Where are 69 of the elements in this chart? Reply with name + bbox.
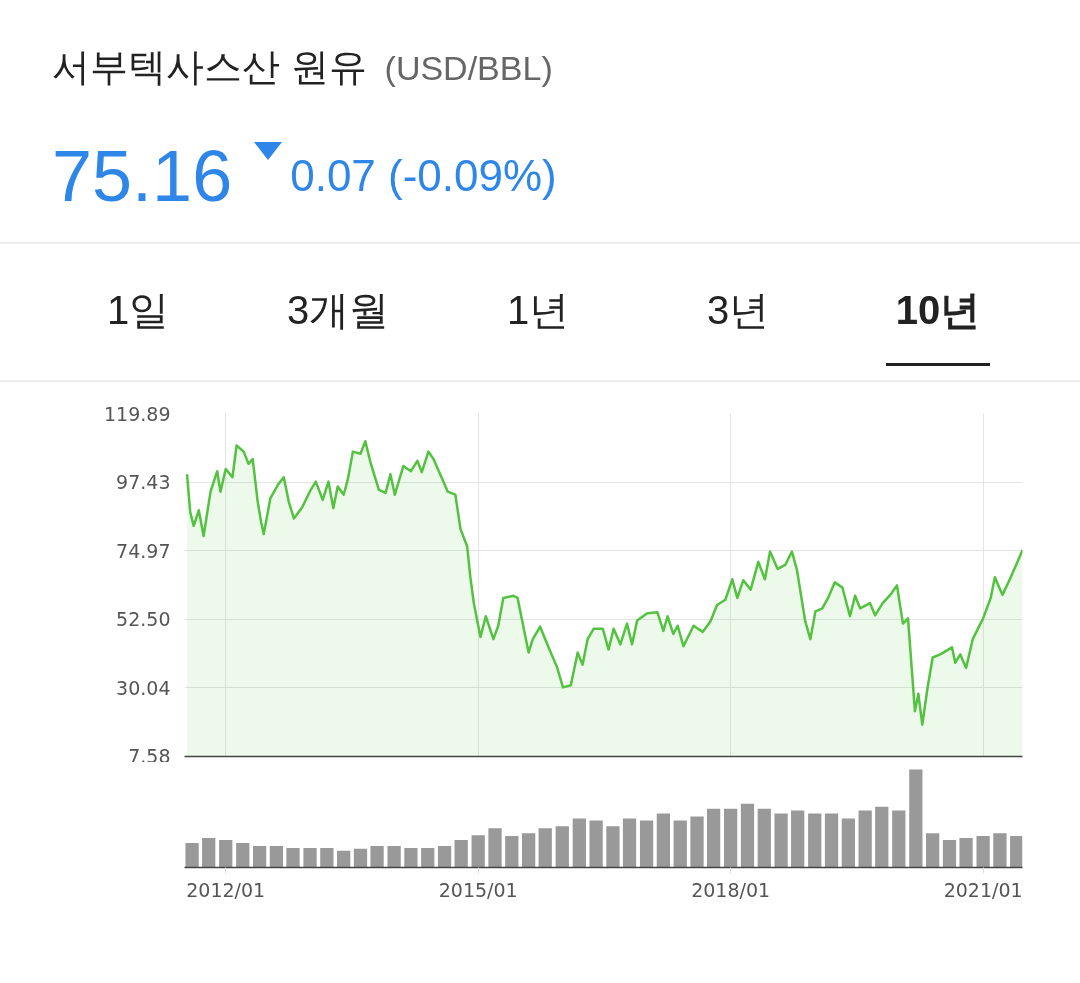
- bar: [353, 848, 368, 868]
- bar: [320, 847, 334, 868]
- text: 3년: [705, 286, 771, 334]
- text: 10년: [885, 257, 991, 367]
- bar: [404, 847, 418, 868]
- bar: [706, 808, 721, 868]
- bar: [639, 820, 654, 868]
- bar: [555, 826, 569, 868]
- bar: [538, 828, 552, 868]
- bar: [236, 842, 250, 868]
- text: 75.16: [52, 134, 233, 218]
- x-tick-label: 2012/01: [186, 878, 266, 901]
- y-tick-label: 74.97: [116, 539, 171, 562]
- bar: [269, 845, 284, 868]
- bar: [841, 818, 855, 868]
- bar: [740, 803, 755, 868]
- bar: [437, 845, 452, 868]
- y-tick-label: 97.43: [116, 471, 171, 494]
- chart-title: 서부텍사스산 원유: [52, 46, 367, 88]
- bar: [522, 833, 536, 868]
- bar: [370, 845, 384, 868]
- x-tick-label: 2018/01: [691, 878, 771, 901]
- bar: [808, 813, 822, 868]
- bar: [572, 818, 586, 868]
- bar: [774, 813, 788, 868]
- bar: [724, 808, 738, 868]
- bar: [656, 813, 671, 868]
- bar: [286, 847, 300, 868]
- bar: [219, 840, 233, 868]
- bar: [421, 847, 435, 868]
- y-tick-label: 52.50: [116, 608, 171, 631]
- text: 3개월: [285, 286, 391, 334]
- y-tick-label: 7.58: [128, 744, 171, 767]
- bar: [505, 836, 519, 868]
- bar: [942, 840, 957, 868]
- text: 1년: [505, 286, 571, 334]
- bar: [959, 838, 973, 868]
- x-tick-label: 2021/01: [943, 878, 1023, 901]
- bar: [757, 808, 771, 868]
- bar: [202, 838, 216, 868]
- bar: [690, 816, 704, 868]
- y-tick-label: 119.89: [104, 402, 171, 425]
- bar: [791, 810, 805, 868]
- bar: [673, 820, 687, 868]
- bar: [185, 842, 199, 868]
- bar: [1010, 836, 1023, 868]
- bar: [926, 833, 940, 868]
- bar: [454, 840, 468, 868]
- bar: [824, 813, 839, 868]
- bar: [858, 810, 872, 868]
- bar: [589, 820, 603, 868]
- bar: [993, 833, 1007, 868]
- bar: [488, 828, 502, 868]
- bar: [875, 806, 889, 868]
- bar: [337, 850, 351, 868]
- bar: [892, 810, 906, 868]
- bar: [303, 847, 317, 868]
- text: 0.07 (-0.09%): [290, 149, 557, 202]
- bar: [606, 826, 620, 868]
- bar: [252, 845, 267, 868]
- bar: [976, 836, 990, 868]
- bar: [622, 818, 637, 868]
- y-tick-label: 30.04: [116, 676, 171, 699]
- bar: [471, 835, 485, 868]
- x-tick-label: 2015/01: [438, 878, 518, 901]
- bar: [909, 769, 923, 868]
- text: 1일: [105, 286, 171, 334]
- chart-subtitle: (USD/BBL): [384, 49, 553, 87]
- bar: [387, 845, 401, 868]
